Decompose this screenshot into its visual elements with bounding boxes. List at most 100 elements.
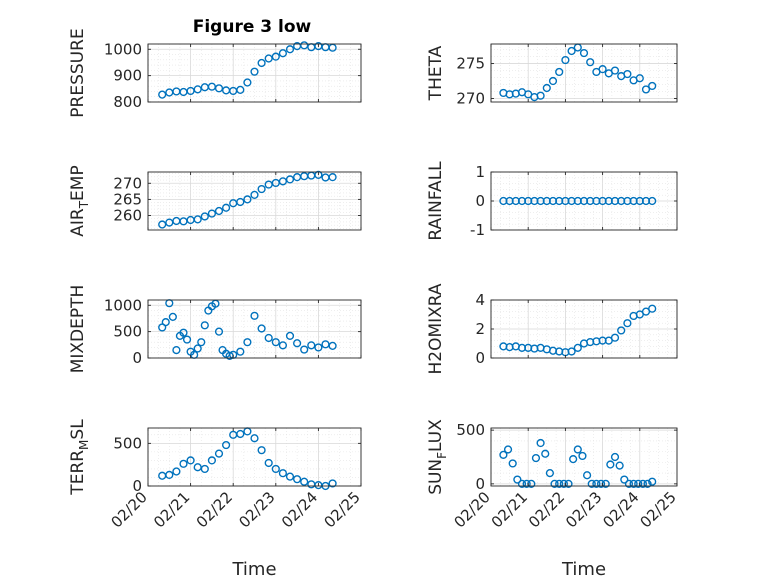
theta-axes-box <box>490 43 678 103</box>
pressure-series <box>158 41 337 99</box>
h2omixra-point <box>573 343 582 352</box>
h2omixra-ytick-label: 0 <box>475 349 485 367</box>
h2omixra-point <box>610 333 620 342</box>
terr-msl-point <box>207 456 217 465</box>
sun-flux-point <box>522 479 531 488</box>
pressure-ytick-label: 900 <box>113 67 142 85</box>
sun-flux-ylabel: SUNFLUX <box>426 419 449 495</box>
sun-flux-point <box>545 469 555 478</box>
air-temp-point <box>158 220 167 229</box>
air-temp-point <box>328 173 337 182</box>
air-temp-point <box>236 197 245 207</box>
mixdepth-point <box>300 345 309 354</box>
sun-flux-point <box>569 455 578 464</box>
theta-point <box>623 69 632 79</box>
rainfall-ylabel: RAINFALL <box>426 161 446 241</box>
air-temp-series <box>158 170 337 229</box>
theta-point <box>648 81 657 91</box>
mixdepth-point <box>200 321 209 330</box>
mixdepth-point <box>264 333 273 343</box>
theta-point <box>635 74 644 83</box>
figure-title: Figure 3 low <box>193 17 312 37</box>
sun-flux-point <box>620 475 629 484</box>
mixdepth-point <box>278 341 288 350</box>
sun-flux-point <box>587 479 596 488</box>
rainfall-series <box>499 196 657 206</box>
mixdepth-point <box>293 339 302 348</box>
terr-msl-axes-box <box>147 427 362 487</box>
sun-flux-point <box>559 479 568 488</box>
rainfall-ytick-label: 0 <box>475 192 485 210</box>
mixdepth-point <box>243 338 252 347</box>
terr-msl-point <box>278 469 288 478</box>
terr-msl-xtick-label: 02/23 <box>235 488 278 531</box>
terr-msl-ytick-label: 0 <box>132 477 142 495</box>
terr-msl-point <box>200 464 209 474</box>
terr-msl-point <box>222 440 231 450</box>
theta-point <box>610 66 620 75</box>
h2omixra-point <box>623 319 632 328</box>
theta-point <box>548 76 558 86</box>
sun-flux-point <box>596 479 606 488</box>
air-temp-point <box>314 170 323 180</box>
rainfall-point <box>648 196 657 206</box>
air-temp-point <box>250 190 259 199</box>
mixdepth-point <box>250 311 259 320</box>
panel-terr-msl: 0 500 02/20 02/21 02/22 02/23 02/24 02/25 Time TE… <box>68 419 364 580</box>
rainfall-ytick-label: -1 <box>470 221 485 239</box>
sun-flux-xlabel: Time <box>561 559 606 580</box>
theta-point <box>536 91 545 100</box>
panel-mixdepth: 0 500 1000 MIXDEPTH <box>68 285 362 374</box>
mixdepth-ytick-label: 0 <box>132 349 142 367</box>
air-temp-point <box>200 212 209 221</box>
air-temp-ytick-label: 270 <box>113 174 142 192</box>
mixdepth-ytick-label: 1000 <box>104 296 142 314</box>
air-temp-point <box>257 184 266 194</box>
pressure-point <box>193 85 202 94</box>
sun-flux-point <box>499 450 508 459</box>
sun-flux-point <box>606 460 615 469</box>
mixdepth-point <box>182 335 192 344</box>
sun-flux-point <box>555 479 564 488</box>
air-temp-point <box>243 195 252 204</box>
pressure-point <box>236 85 245 94</box>
sun-flux-xtick-label: 02/25 <box>637 488 680 531</box>
air-temp-point <box>278 177 288 186</box>
mixdepth-point <box>236 347 245 356</box>
mixdepth-point <box>161 318 170 327</box>
pressure-point <box>264 54 273 63</box>
pressure-point <box>257 58 266 68</box>
mixdepth-ylabel: MIXDEPTH <box>68 285 88 374</box>
h2omixra-point <box>617 326 626 335</box>
terr-msl-xtick-label: 02/22 <box>193 488 236 531</box>
mixdepth-series <box>158 299 337 360</box>
air-temp-point <box>222 203 231 212</box>
theta-point <box>567 46 576 56</box>
mixdepth-point <box>193 344 202 353</box>
sun-flux-point <box>531 453 541 463</box>
air-temp-point <box>193 215 202 224</box>
terr-msl-point <box>186 456 195 465</box>
sun-flux-series <box>499 438 657 488</box>
terr-msl-point <box>214 449 224 458</box>
mixdepth-ytick-label: 500 <box>113 323 142 341</box>
air-temp-ytick-label: 265 <box>113 190 142 208</box>
pressure-point <box>250 67 259 76</box>
sun-flux-point <box>610 452 620 462</box>
h2omixra-point <box>567 347 576 356</box>
mixdepth-point <box>307 341 316 350</box>
sun-flux-point <box>550 479 559 488</box>
sun-flux-point <box>541 449 550 458</box>
sun-flux-point <box>582 471 592 480</box>
pressure-point <box>285 45 295 54</box>
sun-flux-point <box>592 479 601 488</box>
mixdepth-point <box>257 324 266 333</box>
mixdepth-point <box>168 312 177 321</box>
sun-flux-point <box>503 445 513 454</box>
terr-msl-plot-area <box>148 428 361 486</box>
terr-msl-xtick-label: 02/25 <box>321 488 364 531</box>
pressure-point <box>278 49 288 58</box>
panel-pressure: 800 900 1000 PRESSURE <box>68 28 362 118</box>
terr-msl-point <box>172 467 181 476</box>
